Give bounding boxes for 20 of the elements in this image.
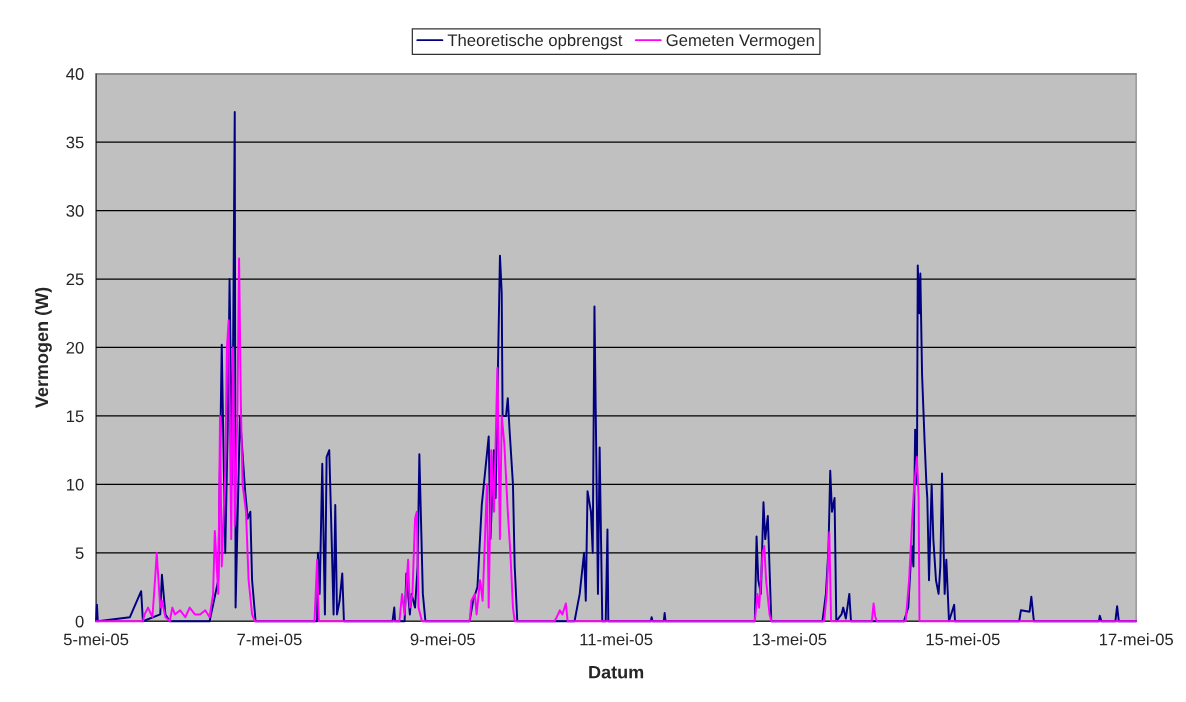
- x-tick-label: 13-mei-05: [753, 633, 827, 646]
- y-tick-label: 10: [66, 478, 84, 491]
- x-tick-label: 11-mei-05: [580, 633, 653, 646]
- x-tick-label: 17-mei-05: [1099, 633, 1174, 646]
- y-tick-label: 15: [66, 410, 84, 423]
- x-axis-title: Datum: [589, 665, 644, 679]
- legend-label: Gemeten Vermogen: [666, 34, 814, 50]
- x-tick-label: 7-mei-05: [237, 633, 302, 646]
- y-axis-title: Vermogen (W): [34, 287, 52, 409]
- y-tick-label: 5: [75, 547, 84, 560]
- x-tick-label: 9-mei-05: [410, 633, 475, 646]
- y-tick-label: 20: [66, 341, 84, 354]
- legend-label: Theoretische opbrengst: [447, 33, 623, 50]
- y-tick-label: 35: [66, 136, 84, 149]
- y-tick-label: 25: [66, 273, 84, 286]
- y-tick-label: 40: [66, 68, 84, 80]
- x-tick-label: 5-mei-05: [63, 633, 129, 646]
- x-tick-label: 15-mei-05: [926, 633, 1000, 646]
- y-tick-label: 0: [75, 615, 84, 628]
- y-tick-label: 30: [66, 205, 84, 217]
